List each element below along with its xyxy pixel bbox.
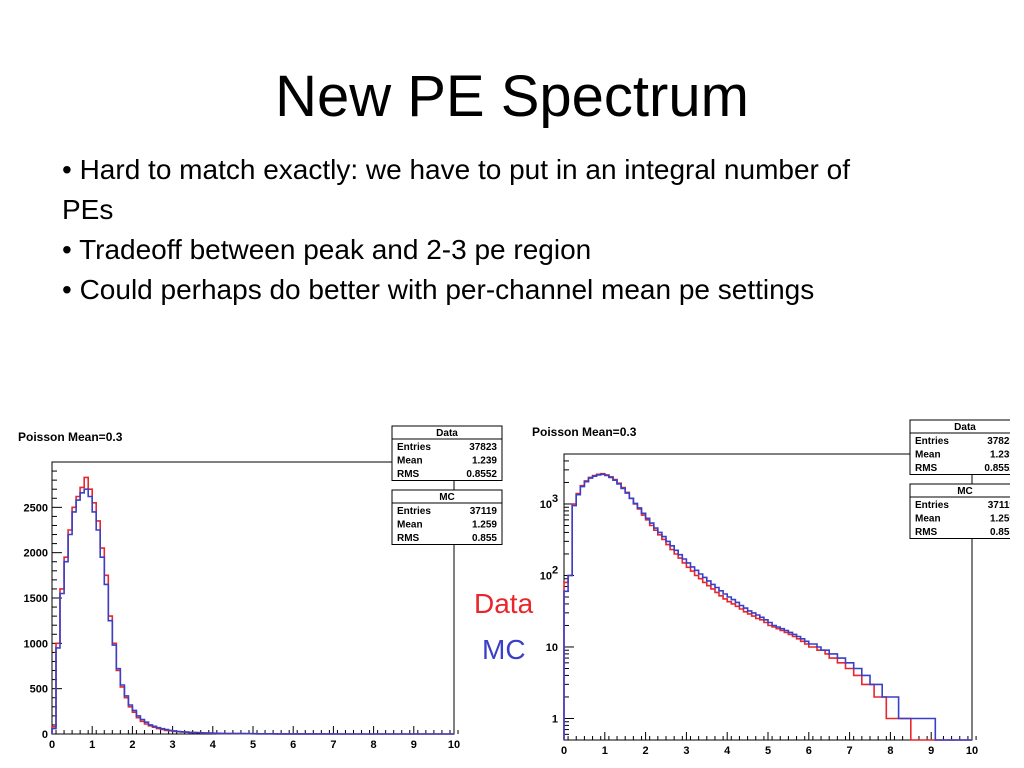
x-tick-label: 5 (250, 739, 256, 751)
stats-label: Entries (915, 500, 949, 511)
x-tick-label: 0 (561, 745, 567, 757)
stats-label: RMS (915, 527, 938, 538)
y-tick-label: 500 (30, 684, 48, 696)
stats-box-frame (391, 425, 503, 481)
stats-box-title: MC (439, 492, 455, 503)
bullet-item: • Could perhaps do better with per-chann… (62, 274, 815, 305)
x-tick-label: 5 (765, 745, 771, 757)
stats-label: Entries (397, 506, 431, 517)
stats-box-data: Data Entries 37823 Mean 1.239 RMS 0.8552 (909, 419, 1010, 475)
stats-box-title: Data (436, 428, 458, 439)
y-tick-label: 10 (540, 570, 552, 582)
stats-box-frame (909, 483, 1010, 539)
stats-label: Entries (915, 436, 949, 447)
x-tick-label: 3 (683, 745, 689, 757)
x-tick-label: 3 (170, 739, 176, 751)
stats-box-title: Data (954, 422, 976, 433)
stats-value: 0.8552 (466, 469, 497, 480)
x-tick-label: 6 (806, 745, 812, 757)
stats-label: Mean (915, 514, 941, 525)
stats-label: RMS (397, 469, 420, 480)
bullet-item: • Tradeoff between peak and 2-3 pe regio… (62, 234, 592, 265)
y-tick-label: 2500 (24, 502, 48, 514)
x-tick-label: 10 (448, 739, 460, 751)
x-tick-label: 8 (887, 745, 893, 757)
plot-title: Poisson Mean=0.3 (18, 430, 123, 444)
legend-mc-label: MC (482, 634, 526, 665)
series-line-mc (51, 488, 454, 735)
y-tick-label: 10 (540, 499, 552, 511)
stats-value: 0.855 (990, 527, 1010, 538)
stats-value: 1.259 (990, 514, 1010, 525)
stats-label: RMS (915, 463, 938, 474)
stats-label: Mean (397, 520, 423, 531)
x-tick-label: 7 (847, 745, 853, 757)
x-tick-label: 2 (643, 745, 649, 757)
stats-value: 37119 (470, 506, 498, 517)
x-tick-label: 8 (371, 739, 377, 751)
plot-title: Poisson Mean=0.3 (532, 425, 637, 439)
x-tick-label: 10 (966, 745, 978, 757)
stats-value: 0.8552 (984, 463, 1010, 474)
stats-value: 1.239 (990, 450, 1010, 461)
stats-label: RMS (397, 533, 420, 544)
y-tick-label: 1 (552, 713, 558, 725)
stats-box-frame (909, 419, 1010, 475)
y-tick-label: 1000 (24, 638, 48, 650)
stats-label: Entries (397, 442, 431, 453)
linear-histogram-svg: Poisson Mean=0.3 0 1 2 3 4 5 6 7 8 9 10 0 500 1000 1500… (18, 425, 503, 751)
x-tick-label: 9 (411, 739, 417, 751)
stats-value: 37119 (988, 500, 1010, 511)
x-tick-label: 1 (89, 739, 95, 751)
stats-box-mc: MC Entries 37119 Mean 1.259 RMS 0.855 (909, 483, 1010, 539)
x-tick-label: 9 (928, 745, 934, 757)
stats-box-frame (391, 489, 503, 545)
stats-value: 0.855 (472, 533, 497, 544)
stats-value: 37823 (987, 436, 1010, 447)
x-tick-label: 2 (129, 739, 135, 751)
y-tick-label: 0 (42, 729, 48, 741)
stats-value: 1.239 (472, 456, 497, 467)
stats-value: 1.259 (472, 520, 497, 531)
log-histogram-plot: Poisson Mean=0.3 0 1 2 3 4 5 6 7 8 9 10 1 10 10 2 10 3 Dat… (520, 412, 1010, 762)
stats-label: Mean (915, 450, 941, 461)
y-tick-label: 2000 (24, 548, 48, 560)
y-tick-exponent: 3 (552, 493, 558, 505)
stats-box-mc: MC Entries 37119 Mean 1.259 RMS 0.855 (391, 489, 503, 545)
series-line-mc (563, 473, 972, 741)
x-tick-label: 0 (49, 739, 55, 751)
bullet-list: • Hard to match exactly: we have to put … (62, 150, 882, 310)
legend-data-label: Data (474, 588, 534, 619)
y-tick-label: 1500 (24, 593, 48, 605)
x-tick-label: 7 (330, 739, 336, 751)
x-tick-label: 4 (724, 745, 731, 757)
x-tick-label: 1 (602, 745, 608, 757)
bullet-item: • Hard to match exactly: we have to put … (62, 154, 850, 225)
y-tick-exponent: 2 (552, 564, 558, 576)
stats-box-title: MC (957, 486, 973, 497)
slide-title: New PE Spectrum (275, 64, 749, 129)
linear-histogram-plot: Poisson Mean=0.3 0 1 2 3 4 5 6 7 8 9 10 0 500 1000 1500… (0, 420, 510, 760)
stats-box-data: Data Entries 37823 Mean 1.239 RMS 0.8552 (391, 425, 503, 481)
x-tick-label: 6 (290, 739, 296, 751)
stats-value: 37823 (469, 442, 497, 453)
stats-label: Mean (397, 456, 423, 467)
x-tick-label: 4 (210, 739, 217, 751)
y-tick-label: 10 (546, 642, 558, 654)
